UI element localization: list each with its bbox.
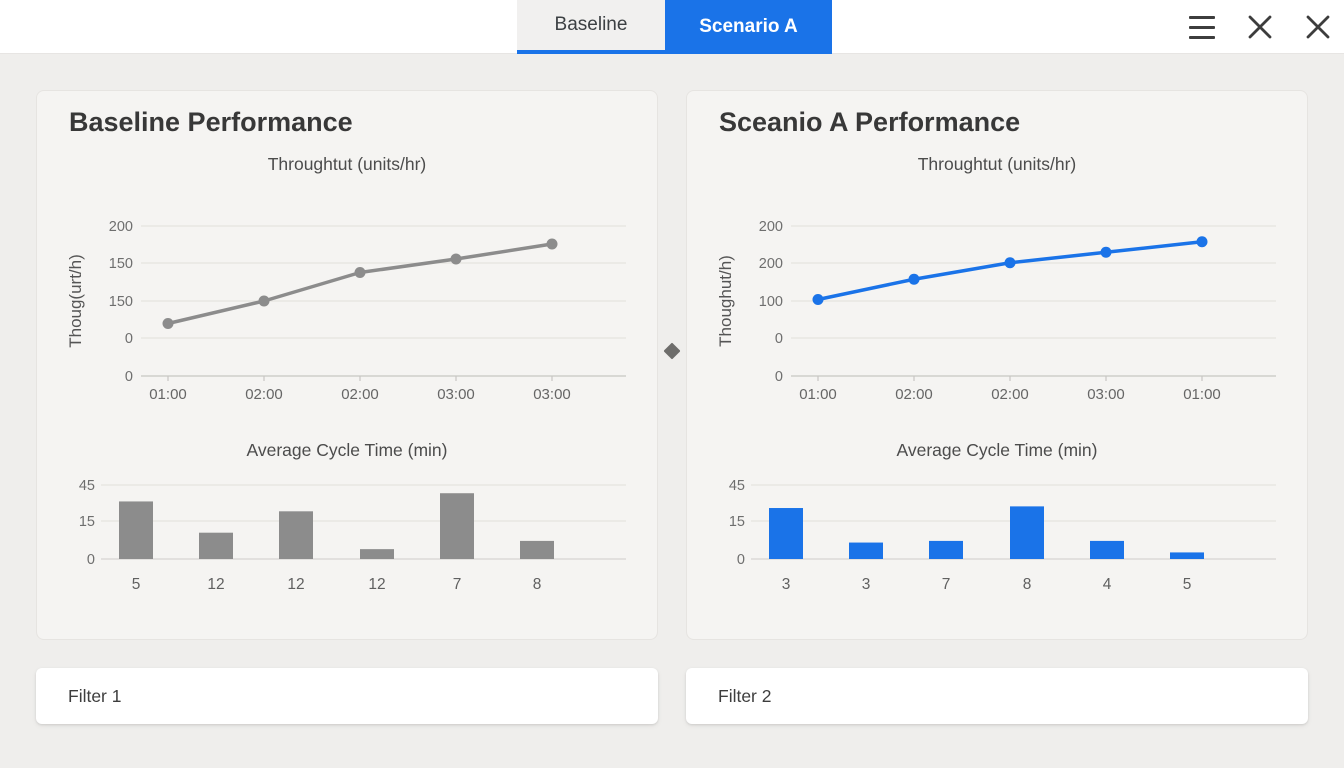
- svg-text:7: 7: [453, 576, 462, 593]
- bar-chart-title: Average Cycle Time (min): [896, 440, 1098, 460]
- bar-chart-title: Average Cycle Time (min): [246, 440, 448, 460]
- svg-text:03:00: 03:00: [1087, 386, 1125, 403]
- svg-text:Thoug(urt/h): Thoug(urt/h): [66, 254, 85, 348]
- svg-text:03:00: 03:00: [533, 386, 571, 403]
- menu-icon[interactable]: [1189, 15, 1215, 39]
- svg-text:12: 12: [368, 576, 385, 593]
- panel-title: Baseline Performance: [69, 107, 353, 137]
- svg-text:01:00: 01:00: [1183, 386, 1221, 403]
- svg-text:0: 0: [87, 552, 95, 568]
- scenario-a-panel: Sceanio A Performance Throughtut (units/…: [686, 90, 1308, 640]
- baseline-panel: Baseline Performance Throughtut (units/h…: [36, 90, 658, 640]
- svg-text:200: 200: [109, 219, 133, 235]
- filter-2[interactable]: Filter 2: [686, 668, 1308, 724]
- svg-text:200: 200: [759, 219, 783, 235]
- svg-text:150: 150: [109, 256, 133, 272]
- baseline-cycle-time-chart: 45 15 0 5 12 12 12 7 8: [79, 478, 626, 593]
- svg-text:01:00: 01:00: [799, 386, 837, 403]
- svg-text:15: 15: [729, 514, 745, 530]
- line-chart-title: Throughtut (units/hr): [267, 154, 427, 174]
- svg-text:45: 45: [729, 478, 745, 494]
- svg-text:5: 5: [1183, 576, 1192, 593]
- title-bar: Baseline Scenario A: [0, 0, 1344, 54]
- svg-text:01:00: 01:00: [149, 386, 187, 403]
- filter-1-label: Filter 1: [68, 685, 122, 706]
- svg-text:0: 0: [125, 369, 133, 385]
- line-chart-title: Throughtut (units/hr): [917, 154, 1077, 174]
- svg-text:12: 12: [287, 576, 304, 593]
- baseline-throughput-chart: 200 150 150 0 0 Thoug(urt/h) 01:00 02:00 02:00 03…: [66, 219, 626, 403]
- tab-scenario-a[interactable]: Scenario A: [665, 0, 832, 54]
- tab-strip: Baseline Scenario A: [517, 0, 832, 54]
- tab-baseline[interactable]: Baseline: [517, 0, 665, 54]
- svg-text:0: 0: [775, 331, 783, 347]
- svg-text:150: 150: [109, 294, 133, 310]
- panel-title: Sceanio A Performance: [719, 107, 1021, 137]
- svg-text:12: 12: [207, 576, 224, 593]
- filter-2-label: Filter 2: [718, 685, 772, 706]
- svg-text:8: 8: [533, 576, 542, 593]
- svg-text:5: 5: [132, 576, 141, 593]
- filter-1[interactable]: Filter 1: [36, 668, 658, 724]
- svg-text:02:00: 02:00: [341, 386, 379, 403]
- scenario-throughput-chart: 200 200 100 0 0 Thoughut/h) 01:00 02:00 02:00 03:…: [716, 219, 1276, 403]
- svg-text:02:00: 02:00: [895, 386, 933, 403]
- svg-text:3: 3: [862, 576, 871, 593]
- svg-text:0: 0: [125, 331, 133, 347]
- svg-text:02:00: 02:00: [245, 386, 283, 403]
- svg-text:8: 8: [1023, 576, 1032, 593]
- svg-text:45: 45: [79, 478, 95, 494]
- svg-text:0: 0: [775, 369, 783, 385]
- svg-text:Thoughut/h): Thoughut/h): [716, 255, 735, 347]
- svg-text:3: 3: [782, 576, 791, 593]
- svg-text:03:00: 03:00: [437, 386, 475, 403]
- svg-text:15: 15: [79, 514, 95, 530]
- close-icon[interactable]: [1247, 14, 1273, 40]
- svg-text:200: 200: [759, 256, 783, 272]
- panel-splitter-handle[interactable]: [663, 342, 681, 360]
- svg-text:02:00: 02:00: [991, 386, 1029, 403]
- svg-text:0: 0: [737, 552, 745, 568]
- window-controls: [1189, 0, 1344, 54]
- svg-text:7: 7: [942, 576, 951, 593]
- svg-text:100: 100: [759, 294, 783, 310]
- svg-text:4: 4: [1103, 576, 1112, 593]
- close-window-icon[interactable]: [1305, 14, 1331, 40]
